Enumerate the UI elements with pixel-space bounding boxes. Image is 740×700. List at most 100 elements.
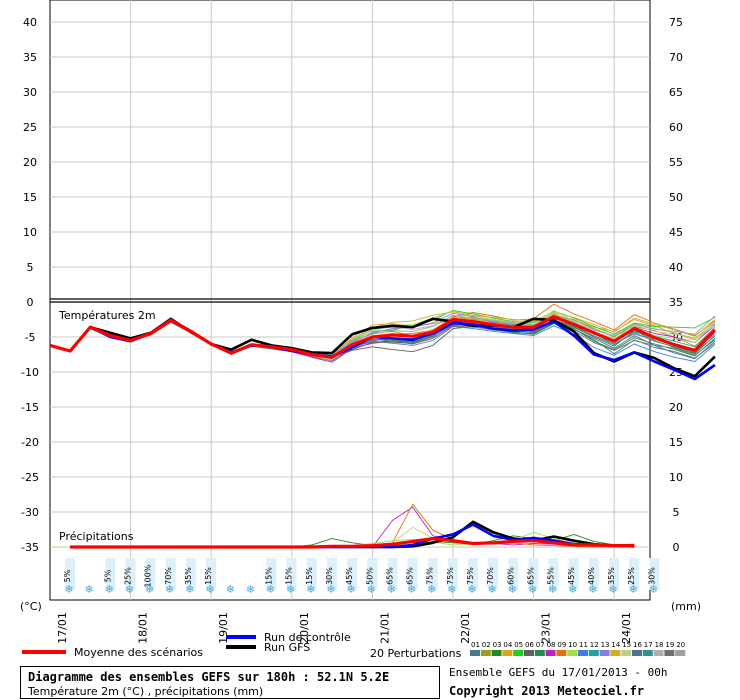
info-box (20, 666, 440, 699)
temp-tick-label: 10 (23, 226, 37, 239)
snow-prob-bg (65, 558, 75, 590)
perturbation-color-swatch (610, 650, 621, 656)
perturbation-color-swatch (491, 650, 502, 656)
perturbation-id-label: 18 (655, 641, 664, 649)
temp-tick-label: -15 (21, 401, 39, 414)
snow-prob-bg (286, 558, 297, 590)
snowflake-icon: ❄ (266, 583, 275, 596)
snowflake-icon: ❄ (608, 583, 617, 596)
legend-control-label: Run de contrôle (264, 631, 351, 644)
snow-prob-bg (347, 558, 358, 590)
perturbation-id-label: 19 (665, 641, 674, 649)
date-label: 19/01 (217, 612, 230, 644)
snow-prob-label: 70% (164, 567, 173, 585)
temp-tick-label: -25 (21, 471, 39, 484)
precip-tick-label: 50 (669, 191, 683, 204)
perturbation-id-label: 09 (557, 641, 566, 649)
precip-tick-label: 60 (669, 121, 683, 134)
perturbation-color-swatch (480, 650, 491, 656)
ensemble-info: Ensemble GEFS du 17/01/2013 - 00h (449, 666, 668, 679)
date-label: 23/01 (540, 612, 553, 644)
precip-tick-label: 75 (669, 16, 683, 29)
temp-tick-label: -10 (21, 366, 39, 379)
perturbation-id-label: 05 (514, 641, 523, 649)
precip-tick-label: 10 (669, 471, 683, 484)
perturbation-color-swatch (653, 650, 664, 656)
perturbation-color-swatch (632, 650, 642, 656)
snowflake-icon: ❄ (548, 583, 557, 596)
snowflake-icon: ❄ (407, 583, 416, 596)
snowflake-icon: ❄ (588, 583, 597, 596)
date-label: 20/01 (298, 612, 311, 644)
perturbation-color-swatch (502, 650, 513, 656)
snowflake-icon: ❄ (488, 583, 497, 596)
perturbation-id-label: 16 (633, 641, 642, 649)
snowflake-icon: ❄ (205, 583, 214, 596)
snowflake-icon: ❄ (226, 583, 235, 596)
date-label: 18/01 (137, 612, 150, 644)
snow-prob-label: 75% (446, 567, 455, 585)
snow-prob-bg (185, 558, 196, 590)
snow-prob-label: 65% (526, 567, 535, 585)
perturbation-color-swatch (513, 650, 524, 656)
snowflake-icon: ❄ (427, 583, 436, 596)
snowflake-icon: ❄ (629, 583, 638, 596)
perturbation-id-label: 10 (568, 641, 577, 649)
perturbation-color-swatch (567, 650, 578, 656)
snowflake-icon: ❄ (508, 583, 517, 596)
snow-prob-label: 40% (587, 567, 596, 585)
perturbation-id-label: 07 (536, 641, 545, 649)
date-label: 22/01 (459, 612, 472, 644)
perturbation-color-swatch (524, 650, 534, 656)
precip-tick-label: 15 (669, 436, 683, 449)
perturbation-color-swatch (599, 650, 610, 656)
snow-prob-label: 35% (184, 567, 193, 585)
snow-prob-label: 5% (103, 569, 112, 582)
snowflake-icon: ❄ (105, 583, 114, 596)
perturbation-id-label: 01 (471, 641, 480, 649)
snowflake-icon: ❄ (85, 583, 94, 596)
snow-prob-label: 75% (426, 567, 435, 585)
snowflake-icon: ❄ (568, 583, 577, 596)
snowflake-icon: ❄ (306, 583, 315, 596)
snowflake-icon: ❄ (346, 583, 355, 596)
snow-prob-label: 30% (647, 567, 656, 585)
snow-prob-label: 75% (466, 567, 475, 585)
perturbation-color-swatch (621, 650, 632, 656)
perturbation-id-label: 08 (547, 641, 556, 649)
precip-tick-label: 45 (669, 226, 683, 239)
snowflake-icon: ❄ (286, 583, 295, 596)
chart-title: Diagramme des ensembles GEFS sur 180h : … (28, 670, 389, 684)
snow-prob-label: 70% (486, 567, 495, 585)
snow-prob-label: 50% (365, 567, 374, 585)
snow-prob-label: 25% (627, 567, 636, 585)
right-unit-label: (mm) (671, 600, 701, 613)
snow-prob-label: 55% (547, 567, 556, 585)
snow-prob-label: 30% (325, 567, 334, 585)
perturbation-id-label: 11 (579, 641, 588, 649)
snow-prob-bg (165, 558, 176, 590)
precip-tick-label: 40 (669, 261, 683, 274)
temp-tick-label: 0 (27, 296, 34, 309)
snow-prob-label: 45% (345, 567, 354, 585)
snow-prob-bg (326, 558, 337, 590)
snowflake-icon: ❄ (447, 583, 456, 596)
temp-tick-label: -30 (21, 506, 39, 519)
snowflake-icon: ❄ (125, 583, 134, 596)
perturbation-color-swatch (588, 650, 599, 656)
snow-prob-label: 15% (305, 567, 314, 585)
chart-subtitle: Température 2m (°C) , précipitations (mm… (27, 685, 263, 698)
snowflake-icon: ❄ (467, 583, 476, 596)
perturbation-id-label: 15 (622, 641, 631, 649)
temp-tick-label: 5 (27, 261, 34, 274)
snow-prob-bg (367, 558, 378, 590)
snowflake-icon: ❄ (185, 583, 194, 596)
snowflake-icon: ❄ (387, 583, 396, 596)
perturbation-color-key: 01 02 03 04 05 06 07 08 09 10 11 12 13 14 15 16 17 18 19 20 (470, 641, 686, 656)
snow-prob-bg (609, 558, 620, 590)
snow-prob-bg (105, 558, 116, 590)
legend-gfs-label: Run GFS (264, 641, 310, 654)
perturbation-color-swatch (642, 650, 653, 656)
snowflake-icon: ❄ (528, 583, 537, 596)
perturbation-color-swatch (556, 650, 567, 656)
